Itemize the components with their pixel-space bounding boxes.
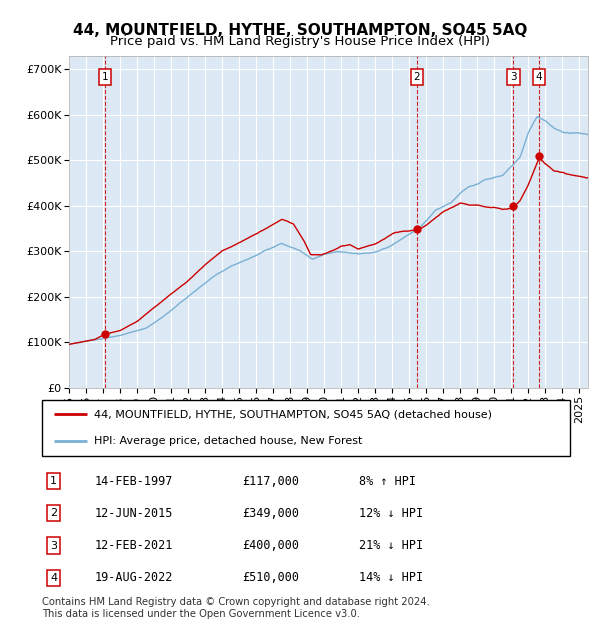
Text: £117,000: £117,000: [242, 475, 299, 487]
FancyBboxPatch shape: [42, 400, 570, 456]
Text: 19-AUG-2022: 19-AUG-2022: [95, 572, 173, 584]
Text: £400,000: £400,000: [242, 539, 299, 552]
Text: 3: 3: [50, 541, 57, 551]
Text: Contains HM Land Registry data © Crown copyright and database right 2024.
This d: Contains HM Land Registry data © Crown c…: [42, 597, 430, 619]
Text: 14-FEB-1997: 14-FEB-1997: [95, 475, 173, 487]
Text: 12-FEB-2021: 12-FEB-2021: [95, 539, 173, 552]
Text: Price paid vs. HM Land Registry's House Price Index (HPI): Price paid vs. HM Land Registry's House …: [110, 35, 490, 48]
Text: HPI: Average price, detached house, New Forest: HPI: Average price, detached house, New …: [94, 436, 362, 446]
Text: 21% ↓ HPI: 21% ↓ HPI: [359, 539, 423, 552]
Text: 12% ↓ HPI: 12% ↓ HPI: [359, 507, 423, 520]
Text: £510,000: £510,000: [242, 572, 299, 584]
Text: 1: 1: [102, 73, 109, 82]
Text: 1: 1: [50, 476, 57, 486]
Text: 8% ↑ HPI: 8% ↑ HPI: [359, 475, 416, 487]
Text: 3: 3: [510, 73, 517, 82]
Text: 2: 2: [413, 73, 420, 82]
Text: 44, MOUNTFIELD, HYTHE, SOUTHAMPTON, SO45 5AQ: 44, MOUNTFIELD, HYTHE, SOUTHAMPTON, SO45…: [73, 23, 527, 38]
Text: 2: 2: [50, 508, 57, 518]
Text: 44, MOUNTFIELD, HYTHE, SOUTHAMPTON, SO45 5AQ (detached house): 44, MOUNTFIELD, HYTHE, SOUTHAMPTON, SO45…: [94, 409, 492, 419]
Text: 4: 4: [50, 573, 57, 583]
Text: 4: 4: [536, 73, 542, 82]
Text: 12-JUN-2015: 12-JUN-2015: [95, 507, 173, 520]
Text: 14% ↓ HPI: 14% ↓ HPI: [359, 572, 423, 584]
Text: £349,000: £349,000: [242, 507, 299, 520]
